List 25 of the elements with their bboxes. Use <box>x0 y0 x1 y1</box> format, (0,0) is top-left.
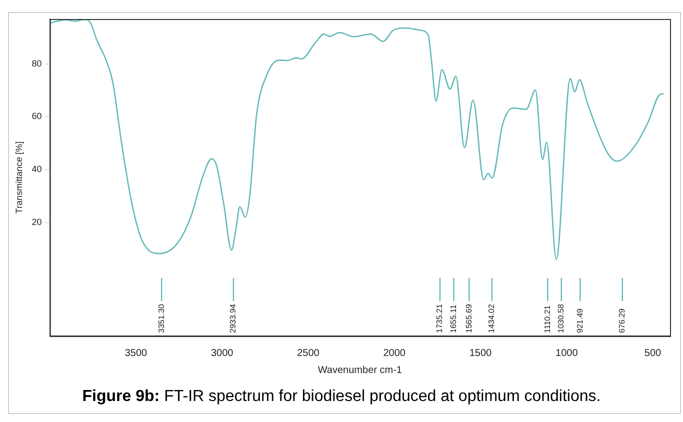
ref-line-label: 1565.69 <box>464 304 474 333</box>
ref-line-label: 1735.21 <box>435 304 444 333</box>
ref-line-label: 1110.21 <box>542 304 552 333</box>
ref-line-label: 1434.02 <box>487 304 496 333</box>
y-tick-label: 60 <box>32 111 42 122</box>
x-tick-label: 500 <box>644 348 662 359</box>
x-tick-label: 2000 <box>383 348 406 359</box>
x-tick-label: 1000 <box>556 348 578 359</box>
ref-line-label: 1655.11 <box>448 304 458 333</box>
x-tick-label: 1500 <box>469 348 492 359</box>
ref-line-label: 3351.30 <box>156 304 166 333</box>
y-tick-label: 80 <box>32 58 42 68</box>
line-series <box>50 19 664 260</box>
x-tick-label: 2500 <box>297 348 320 359</box>
text: Figure 9b: FT-IR spectrum for biodiesel produced at optimum conditions. <box>82 388 601 405</box>
y-tick-label: 40 <box>32 164 42 174</box>
ref-line-label: 1030.58 <box>556 304 566 333</box>
ref-line-label: 2933.94 <box>228 304 238 333</box>
x-axis-title: Wavenumber cm-1 <box>318 364 402 376</box>
ref-line-label: 921.49 <box>575 308 584 333</box>
ref-line-label: 676.29 <box>618 308 627 333</box>
y-axis-title: Transmittance [%] <box>14 141 24 214</box>
x-tick-label: 3500 <box>124 348 148 359</box>
y-tick-label: 20 <box>32 216 42 227</box>
x-tick-label: 3000 <box>210 348 234 359</box>
